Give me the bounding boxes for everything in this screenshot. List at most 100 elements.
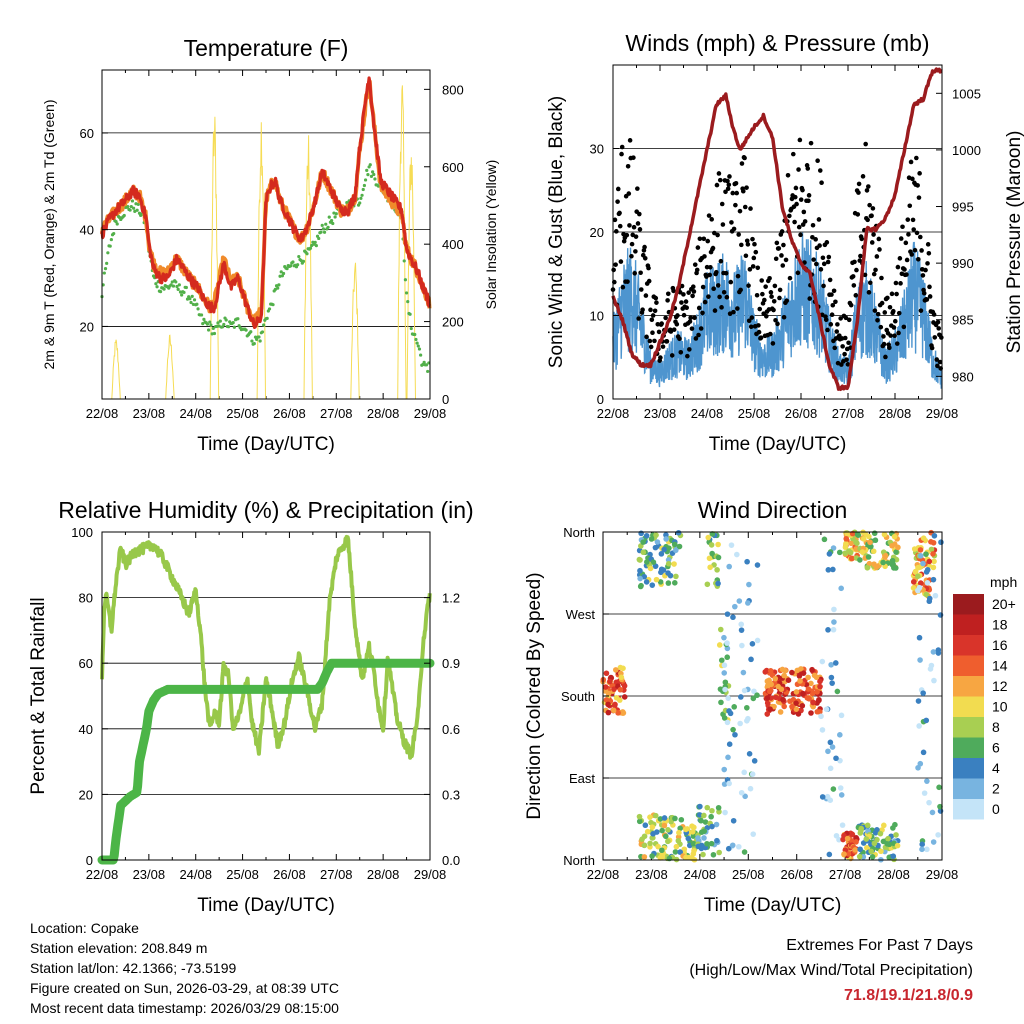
gust-point bbox=[758, 335, 764, 341]
legend-swatch bbox=[953, 737, 984, 758]
gust-point bbox=[701, 236, 707, 242]
gust-point bbox=[700, 284, 706, 290]
sustained-wind-line bbox=[612, 232, 943, 389]
gust-point bbox=[619, 151, 624, 157]
direction-point bbox=[844, 835, 851, 842]
y-right-tick-label: 0.0 bbox=[442, 853, 460, 868]
direction-point bbox=[930, 551, 936, 557]
gust-point bbox=[684, 305, 689, 311]
direction-point bbox=[800, 690, 806, 697]
y-tick-label: 80 bbox=[79, 591, 93, 606]
gust-point bbox=[711, 286, 716, 292]
direction-point bbox=[683, 854, 689, 861]
direction-point bbox=[921, 790, 928, 796]
gust-point bbox=[712, 308, 718, 313]
gust-point bbox=[925, 242, 931, 247]
direction-point bbox=[689, 828, 696, 835]
gust-point bbox=[892, 333, 897, 339]
direction-point bbox=[716, 849, 722, 856]
dewpoint-point bbox=[205, 322, 210, 326]
gust-point bbox=[783, 257, 789, 263]
x-tick-label: 25/08 bbox=[226, 406, 259, 421]
dewpoint-point bbox=[196, 307, 200, 311]
gust-point bbox=[828, 322, 834, 327]
direction-point bbox=[863, 836, 870, 842]
direction-point bbox=[738, 694, 744, 700]
direction-point bbox=[911, 546, 918, 552]
x-tick-label: 29/08 bbox=[414, 406, 447, 421]
gust-point bbox=[871, 271, 877, 277]
direction-point bbox=[772, 675, 779, 682]
dewpoint-point bbox=[218, 319, 222, 323]
direction-point bbox=[704, 840, 710, 847]
gust-point bbox=[796, 167, 801, 172]
x-axis-label: Time (Day/UTC) bbox=[197, 434, 335, 455]
gust-point bbox=[888, 333, 893, 338]
x-tick-label: 27/08 bbox=[320, 406, 353, 421]
gust-point bbox=[744, 185, 749, 190]
gust-point bbox=[838, 316, 843, 321]
direction-point bbox=[708, 813, 714, 820]
direction-point bbox=[793, 700, 799, 706]
gust-point bbox=[686, 290, 691, 295]
direction-point bbox=[725, 695, 732, 701]
gust-point bbox=[615, 199, 620, 204]
direction-point bbox=[797, 678, 803, 684]
direction-point bbox=[863, 845, 870, 851]
direction-point bbox=[781, 703, 788, 710]
dewpoint-point bbox=[301, 259, 306, 263]
gust-point bbox=[869, 213, 874, 219]
gust-point bbox=[611, 267, 616, 273]
direction-point bbox=[715, 541, 721, 548]
gust-point bbox=[821, 261, 827, 267]
direction-point bbox=[647, 565, 654, 572]
x-axis-label: Time (Day/UTC) bbox=[709, 434, 847, 455]
direction-point bbox=[714, 567, 720, 573]
legend-label: 4 bbox=[992, 760, 1000, 776]
gust-point bbox=[898, 281, 903, 286]
gust-point bbox=[893, 280, 899, 286]
direction-point bbox=[884, 841, 891, 847]
gust-point bbox=[764, 313, 769, 319]
gust-point bbox=[636, 316, 641, 321]
gust-point bbox=[896, 330, 901, 336]
gust-point bbox=[923, 267, 928, 273]
direction-point bbox=[657, 579, 664, 585]
gust-point bbox=[909, 252, 915, 257]
direction-point bbox=[612, 701, 618, 708]
direction-point bbox=[721, 670, 728, 676]
gust-point bbox=[852, 259, 857, 265]
direction-point bbox=[724, 640, 730, 646]
legend-swatch bbox=[953, 594, 984, 615]
direction-point bbox=[914, 573, 921, 580]
direction-point bbox=[726, 563, 732, 570]
dewpoint-point bbox=[279, 270, 283, 274]
direction-point bbox=[708, 542, 715, 548]
gust-point bbox=[734, 190, 740, 196]
legend-swatch bbox=[953, 655, 984, 676]
gust-point bbox=[929, 345, 935, 351]
dewpoint-point bbox=[271, 303, 275, 307]
gust-point bbox=[810, 234, 815, 240]
dewpoint-point bbox=[424, 363, 429, 367]
direction-point bbox=[819, 727, 826, 733]
direction-point bbox=[794, 667, 801, 674]
direction-point bbox=[647, 840, 653, 847]
gust-point bbox=[625, 279, 630, 284]
gust-point bbox=[829, 312, 835, 317]
direction-point bbox=[821, 536, 828, 543]
gust-point bbox=[891, 308, 896, 314]
direction-point bbox=[722, 679, 729, 686]
dewpoint-point bbox=[289, 264, 293, 268]
dewpoint-point bbox=[209, 323, 213, 327]
direction-point bbox=[860, 536, 867, 542]
direction-point bbox=[849, 831, 855, 837]
direction-point bbox=[715, 580, 721, 587]
x-tick-label: 25/08 bbox=[732, 867, 765, 882]
gust-point bbox=[633, 234, 639, 239]
direction-point bbox=[636, 556, 643, 563]
legend-label: 16 bbox=[992, 637, 1008, 653]
gust-point bbox=[678, 350, 684, 355]
gust-point bbox=[659, 321, 664, 326]
gust-point bbox=[916, 256, 921, 262]
